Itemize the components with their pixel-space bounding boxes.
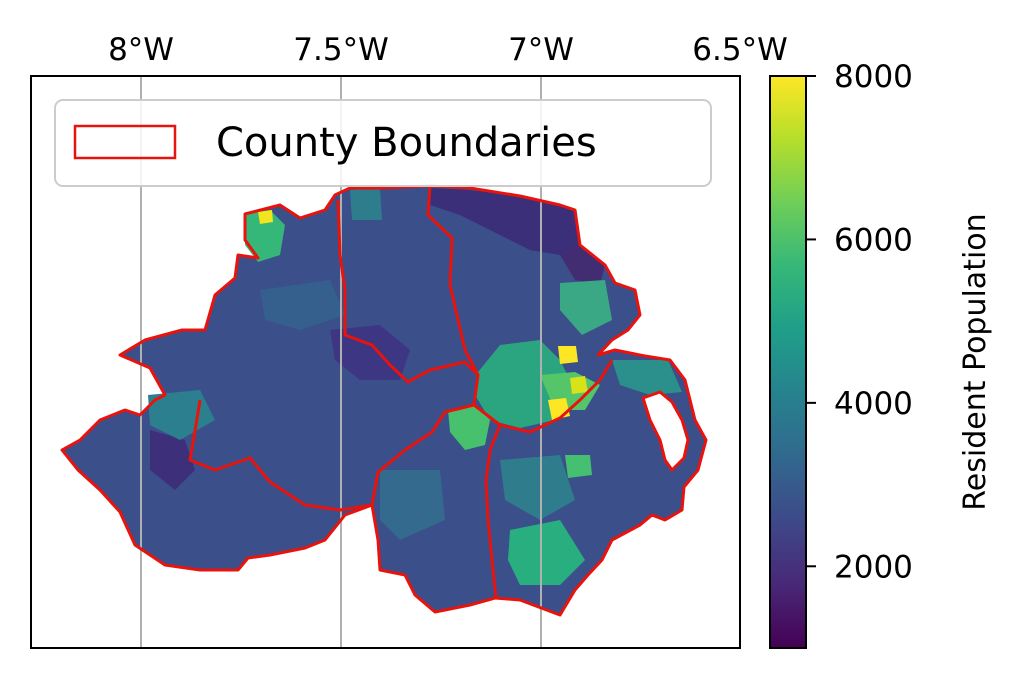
county-boundary-internal xyxy=(336,199,480,384)
high-population-area xyxy=(448,405,490,450)
legend: County Boundaries xyxy=(54,99,712,187)
peak-population-area xyxy=(258,210,273,224)
legend-label: County Boundaries xyxy=(216,120,597,166)
colorbar-frame xyxy=(769,75,807,649)
colorbar-fill xyxy=(770,76,806,648)
low-population-area xyxy=(560,245,605,285)
medium-population-area xyxy=(260,280,345,330)
low-population-area xyxy=(150,430,195,490)
low-population-area xyxy=(430,188,580,255)
legend-swatch xyxy=(73,124,177,160)
county-boundary-internal xyxy=(484,424,502,599)
colorbar-label: Resident Population xyxy=(958,213,993,510)
longitude-tick-label: 7.5°W xyxy=(293,32,388,68)
longitude-tick-label: 8°W xyxy=(108,32,174,68)
peak-population-area xyxy=(558,346,578,364)
medium-population-area xyxy=(380,470,445,540)
colorbar-tick-label: 8000 xyxy=(834,59,913,95)
longitude-axis: 8°W 7.5°W 7°W 6.5°W xyxy=(108,32,788,68)
medium-population-area xyxy=(500,455,575,520)
longitude-tick-label: 6.5°W xyxy=(692,32,787,68)
medium-population-area xyxy=(612,360,682,395)
legend-box xyxy=(54,99,712,187)
high-population-area xyxy=(245,210,285,262)
colorbar-tick-label: 6000 xyxy=(834,222,913,258)
county-boundary-outline xyxy=(60,184,708,617)
colorbar-tick-label: 4000 xyxy=(834,386,913,422)
map-axes-frame xyxy=(30,75,741,649)
county-boundary-internal xyxy=(463,349,614,434)
map-area xyxy=(60,76,708,648)
county-boundary-internal xyxy=(370,403,475,506)
county-boundary-internal xyxy=(426,185,467,351)
county-boundary-internal xyxy=(188,399,373,512)
high-population-area xyxy=(508,520,585,585)
colorbar: 2000 4000 6000 8000 Resident Population xyxy=(769,59,993,649)
peak-population-area xyxy=(570,376,588,394)
colorbar-ticks: 2000 4000 6000 8000 xyxy=(806,59,913,585)
colorbar-tick-label: 2000 xyxy=(834,549,913,585)
county-boundary-lough xyxy=(641,390,690,472)
high-population-area xyxy=(565,455,592,478)
medium-population-area xyxy=(350,188,382,220)
medium-population-area xyxy=(560,280,612,335)
longitude-tick-label: 7°W xyxy=(508,32,574,68)
